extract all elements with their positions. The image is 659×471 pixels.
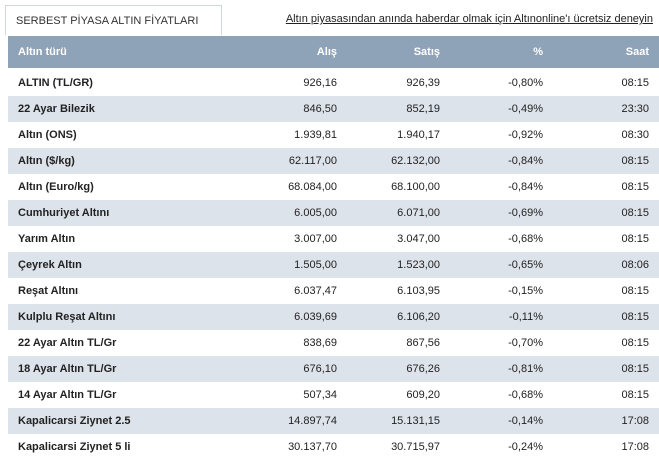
column-header: Alış — [316, 46, 337, 58]
table-cell: -0,84% — [508, 155, 543, 167]
table-cell: Altın (Euro/kg) — [18, 181, 94, 193]
table-cell: 6.071,00 — [397, 207, 440, 219]
table-cell: 852,19 — [406, 103, 440, 115]
table-cell: Kapalicarsi Ziynet 5 li — [18, 441, 131, 453]
table-row: Kapalicarsi Ziynet 5 li 30.137,70 30.715,9… — [8, 434, 659, 460]
table-cell: 3.047,00 — [397, 233, 440, 245]
table-row: Altın ($/kg) 62.117,00 62.132,00 -0,84% 08:1… — [8, 148, 659, 174]
table-cell: 867,56 — [406, 337, 440, 349]
table-cell: Kapalicarsi Ziynet 2.5 — [18, 415, 131, 427]
table-cell: 22 Ayar Altın TL/Gr — [18, 337, 117, 349]
table-row: Kulplu Reşat Altını 6.039,69 6.106,20 -0,11… — [8, 304, 659, 330]
table-cell: 846,50 — [303, 103, 337, 115]
table-cell: 1.939,81 — [294, 129, 337, 141]
table-cell: 30.715,97 — [391, 441, 440, 453]
column-header: Satış — [413, 46, 440, 58]
table-cell: ALTIN (TL/GR) — [18, 77, 93, 89]
table-cell: 08:06 — [621, 259, 649, 271]
table-cell: 507,34 — [303, 389, 337, 401]
table-row: Altın (ONS) 1.939,81 1.940,17 -0,92% 08:30 — [8, 122, 659, 148]
table-cell: 1.505,00 — [294, 259, 337, 271]
table-row: Reşat Altını 6.037,47 6.103,95 -0,15% 08:15 — [8, 278, 659, 304]
table-row: Altın (Euro/kg) 68.084,00 68.100,00 -0,84% 0… — [8, 174, 659, 200]
table-cell: 62.117,00 — [288, 155, 337, 167]
promo-link[interactable]: Altın piyasasından anında haberdar olmak… — [285, 13, 653, 25]
column-header: % — [533, 46, 543, 58]
table-cell: 22 Ayar Bilezik — [18, 103, 95, 115]
table-cell: 08:15 — [621, 207, 649, 219]
table-cell: -0,81% — [508, 363, 543, 375]
table-row: Yarım Altın 3.007,00 3.047,00 -0,68% 08:15 — [8, 226, 659, 252]
table-cell: 18 Ayar Altın TL/Gr — [18, 363, 117, 375]
table-cell: 6.106,20 — [397, 311, 440, 323]
table-cell: 68.100,00 — [391, 181, 440, 193]
table-row: Cumhuriyet Altını 6.005,00 6.071,00 -0,69% 0… — [8, 200, 659, 226]
table-cell: 926,39 — [406, 77, 440, 89]
table-cell: 23:30 — [621, 103, 649, 115]
table-cell: Yarım Altın — [18, 233, 76, 245]
table-cell: -0,70% — [508, 337, 543, 349]
table-cell: Cumhuriyet Altını — [18, 207, 110, 219]
table-cell: 6.005,00 — [294, 207, 337, 219]
table-cell: 838,69 — [303, 337, 337, 349]
table-cell: -0,24% — [508, 441, 543, 453]
table-cell: Altın ($/kg) — [18, 155, 75, 167]
table-cell: 6.037,47 — [294, 285, 337, 297]
tab[interactable]: SERBEST PİYASA ALTIN FİYATLARI — [5, 5, 222, 35]
table-cell: 08:15 — [621, 337, 649, 349]
table-cell: 08:15 — [621, 389, 649, 401]
table-cell: 08:15 — [621, 233, 649, 245]
table-row: ALTIN (TL/GR) 926,16 926,39 -0,80% 08:15 — [8, 70, 659, 96]
table-cell: 609,20 — [406, 389, 440, 401]
column-header: Altın türü — [18, 46, 67, 58]
table-cell: Çeyrek Altın — [18, 259, 82, 271]
table-cell: -0,84% — [508, 181, 543, 193]
table-cell: -0,80% — [508, 77, 543, 89]
table-cell: 08:15 — [621, 181, 649, 193]
table-cell: 6.039,69 — [294, 311, 337, 323]
table-cell: Altın (ONS) — [18, 129, 77, 141]
column-header: Saat — [625, 46, 649, 58]
table-cell: 30.137,70 — [288, 441, 337, 453]
table-cell: 15.131,15 — [391, 415, 440, 427]
table-cell: 14 Ayar Altın TL/Gr — [18, 389, 117, 401]
table-cell: 1.523,00 — [397, 259, 440, 271]
table-cell: -0,11% — [508, 311, 543, 323]
table-row: Çeyrek Altın 1.505,00 1.523,00 -0,65% 08:06 — [8, 252, 659, 278]
table-cell: 08:15 — [621, 285, 649, 297]
table-cell: 08:15 — [621, 77, 649, 89]
table-row: 22 Ayar Altın TL/Gr 838,69 867,56 -0,70% 08:… — [8, 330, 659, 356]
table-cell: -0,65% — [508, 259, 543, 271]
table-cell: -0,49% — [508, 103, 543, 115]
table-row: 18 Ayar Altın TL/Gr 676,10 676,26 -0,81% 08:… — [8, 356, 659, 382]
table-cell: 08:15 — [621, 155, 649, 167]
table-cell: 14.897,74 — [288, 415, 337, 427]
table-cell: Kulplu Reşat Altını — [18, 311, 116, 323]
table-cell: 08:15 — [621, 363, 649, 375]
table-cell: 676,10 — [303, 363, 337, 375]
table-cell: 1.940,17 — [397, 129, 440, 141]
table-cell: Reşat Altını — [18, 285, 79, 297]
table-cell: -0,92% — [508, 129, 543, 141]
table-cell: 62.132,00 — [391, 155, 440, 167]
table-cell: 08:15 — [621, 311, 649, 323]
table-cell: 68.084,00 — [288, 181, 337, 193]
table-cell: 926,16 — [303, 77, 337, 89]
table-cell: -0,68% — [508, 389, 543, 401]
table-row: 14 Ayar Altın TL/Gr 507,34 609,20 -0,68% 08:… — [8, 382, 659, 408]
table-cell: -0,69% — [508, 207, 543, 219]
table-cell: 17:08 — [621, 415, 649, 427]
table-row: 22 Ayar Bilezik 846,50 852,19 -0,49% 23:30 — [8, 96, 659, 122]
table-cell: -0,15% — [508, 285, 543, 297]
table-row: Kapalicarsi Ziynet 2.5 14.897,74 15.131,15… — [8, 408, 659, 434]
table-cell: 08:30 — [621, 129, 649, 141]
table-cell: 17:08 — [621, 441, 649, 453]
table-cell: -0,14% — [508, 415, 543, 427]
table-header: Altın türü Alış Satış% Saat — [8, 36, 659, 68]
table-cell: -0,68% — [508, 233, 543, 245]
table-cell: 676,26 — [406, 363, 440, 375]
table-cell: 3.007,00 — [294, 233, 337, 245]
table-cell: 6.103,95 — [397, 285, 440, 297]
